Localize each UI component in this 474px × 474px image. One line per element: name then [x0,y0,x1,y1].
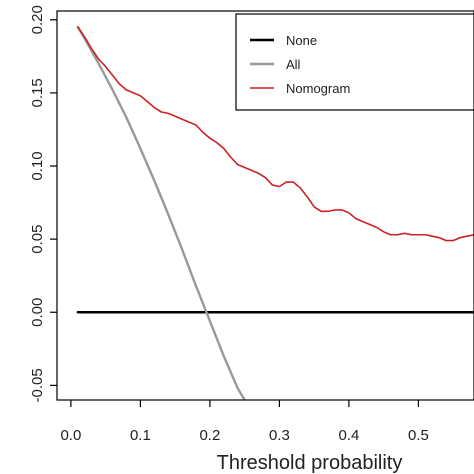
x-tick-label: 0.2 [199,427,220,444]
plot-frame [56,10,474,401]
x-tick-label: 0.0 [60,427,81,444]
y-tick-label: 0.05 [29,225,46,254]
series-layer [76,25,474,400]
y-tick-label: 0.15 [29,78,46,107]
legend-label-nomogram: Nomogram [286,81,350,96]
y-tick-label: 0.00 [29,298,46,327]
legend: None All Nomogram [235,13,474,111]
legend-label-all: All [286,57,301,72]
x-tick-label: 0.3 [269,427,290,444]
y-tick-label: -0.05 [29,368,46,402]
y-tick-label: 0.10 [29,151,46,180]
x-tick-label: 0.4 [338,427,359,444]
y-tick-label: 0.20 [29,5,46,34]
series-line-all [76,25,246,400]
x-tick-label: 0.5 [408,427,429,444]
legend-box [235,13,474,111]
axes-layer: 0.20 0.15 0.10 0.05 0.00 -0.05 0.0 0.1 0.2 0.3 0.4… [29,5,474,444]
x-axis-title: Threshold probability [217,452,403,474]
series-line-nomogram [77,26,474,242]
legend-label-none: None [286,33,317,48]
x-tick-label: 0.1 [130,427,151,444]
